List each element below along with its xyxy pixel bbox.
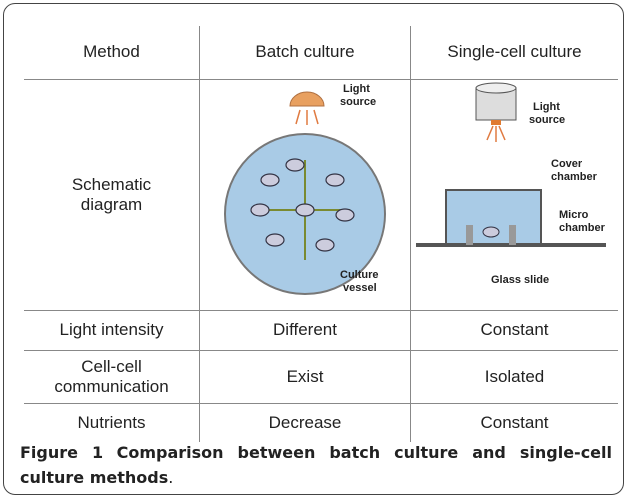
caption-text: Comparison between batch culture and sin…: [20, 443, 612, 487]
diagram-cell: Light source Culture vessel: [199, 78, 411, 311]
row-label: Cell-cell communication: [24, 349, 200, 404]
header-cell: Method: [24, 26, 200, 80]
batch-diagram: Light source Culture vessel: [224, 83, 386, 295]
cell: Different: [199, 309, 411, 351]
cell: Isolated: [410, 349, 618, 404]
caption-label: Figure 1: [20, 443, 104, 462]
caption: Figure 1 Comparison between batch cultur…: [20, 440, 612, 490]
cell: Decrease: [199, 402, 411, 442]
label: chamber: [559, 222, 606, 234]
cell: Constant: [410, 309, 618, 351]
label: source: [340, 96, 376, 108]
row-label-text: Schematic diagram: [71, 174, 152, 214]
diagram-cell: Light source Cover chamber Micro chamber…: [410, 78, 618, 311]
label: vessel: [343, 282, 377, 294]
caption-end: .: [168, 468, 174, 487]
label: chamber: [551, 171, 598, 183]
label: Glass slide: [491, 274, 549, 286]
header-cell: Batch culture: [199, 26, 411, 80]
single-diagram: Light source Cover chamber Micro chamber…: [416, 82, 606, 286]
label: Culture: [340, 269, 379, 281]
cell: Exist: [199, 349, 411, 404]
figure-frame: Method Batch culture Single-cell culture S…: [3, 3, 624, 495]
row-label: Schematic diagram: [24, 78, 200, 311]
lamp: [289, 91, 325, 106]
header-cell: Single-cell culture: [410, 26, 618, 80]
row-label: Light intensity: [24, 309, 200, 351]
comparison-table: Method Batch culture Single-cell culture S…: [24, 26, 618, 442]
label: source: [529, 114, 565, 126]
label: Light: [533, 101, 560, 113]
label: Micro: [559, 209, 589, 221]
label: Light: [343, 83, 370, 95]
row-label: Nutrients: [24, 402, 200, 442]
label: Cover: [551, 158, 583, 170]
cell: Constant: [410, 402, 618, 442]
